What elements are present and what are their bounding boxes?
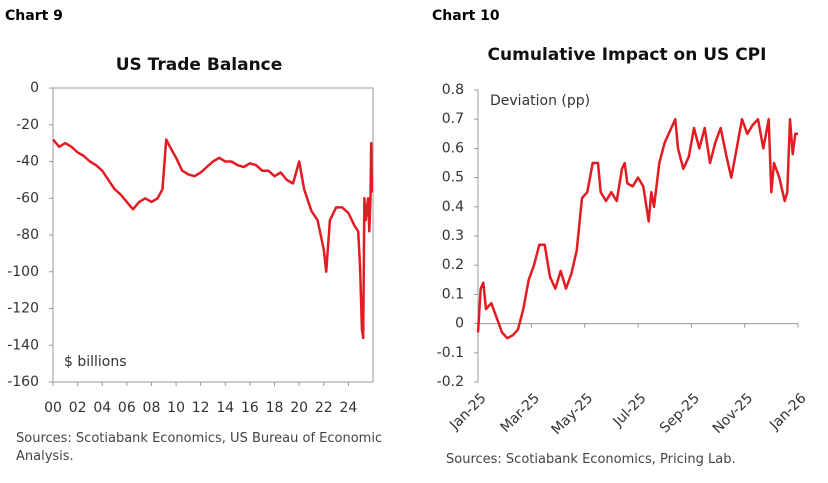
y-tick-label: 0 [30,80,39,96]
y-tick-label: 0.3 [442,228,464,244]
x-tick-label: 18 [266,400,284,416]
x-tick-label: 10 [167,400,185,416]
y-tick-label: 0.8 [442,82,464,98]
y-tick-label: 0.1 [442,286,464,302]
y-tick-label: 0.4 [442,199,464,215]
chart-title: US Trade Balance [116,55,283,75]
plot-frame [52,87,374,383]
x-tick-label: 16 [241,400,259,416]
x-tick-label: 12 [192,400,210,416]
chart-title: Cumulative Impact on US CPI [488,45,767,65]
y-tick-label: 0.6 [442,140,464,156]
x-tick-label: 08 [143,400,161,416]
y-tick-label: -20 [16,117,39,133]
x-tick-label: 06 [118,400,136,416]
annotation: $ billions [64,354,127,370]
y-tick-label: -0.1 [437,345,464,361]
y-tick-label: 0.7 [442,111,464,127]
x-tick-label: Nov-25 [710,390,757,437]
x-tick-label: May-25 [549,390,597,438]
y-tick-label: -40 [16,154,39,170]
x-tick-label: Jan-25 [446,390,489,433]
x-tick-label: 24 [339,400,357,416]
x-tick-label: Jul-25 [610,390,650,430]
y-tick-label: -100 [7,264,39,280]
annotation: Deviation (pp) [490,93,590,109]
y-tick-label: -120 [7,301,39,317]
y-tick-label: 0.5 [442,170,464,186]
x-tick-label: 02 [69,400,87,416]
source: Sources: Scotiabank Economics, US Bureau… [16,431,383,464]
x-tick-label: 22 [315,400,333,416]
source: Sources: Scotiabank Economics, Pricing L… [446,452,736,467]
chart-label: Chart 9 [5,8,63,24]
x-tick-label: 04 [93,400,111,416]
y-tick-label: -80 [16,227,39,243]
x-tick-label: Sep-25 [657,390,703,436]
x-tick-label: 14 [216,400,234,416]
x-tick-label: Jan-26 [766,390,810,434]
y-tick-label: -160 [7,374,39,390]
y-tick-label: 0 [455,316,464,332]
chart-label: Chart 10 [432,8,500,24]
data-line [476,117,798,340]
y-tick-label: -60 [16,190,39,206]
x-tick-label: Mar-25 [497,390,543,436]
x-tick-label: 00 [44,400,62,416]
y-tick-label: 0.2 [442,257,464,273]
y-tick-label: -0.2 [437,374,464,390]
x-tick-label: 20 [290,400,308,416]
y-tick-label: -140 [7,337,39,353]
data-line [52,138,374,340]
